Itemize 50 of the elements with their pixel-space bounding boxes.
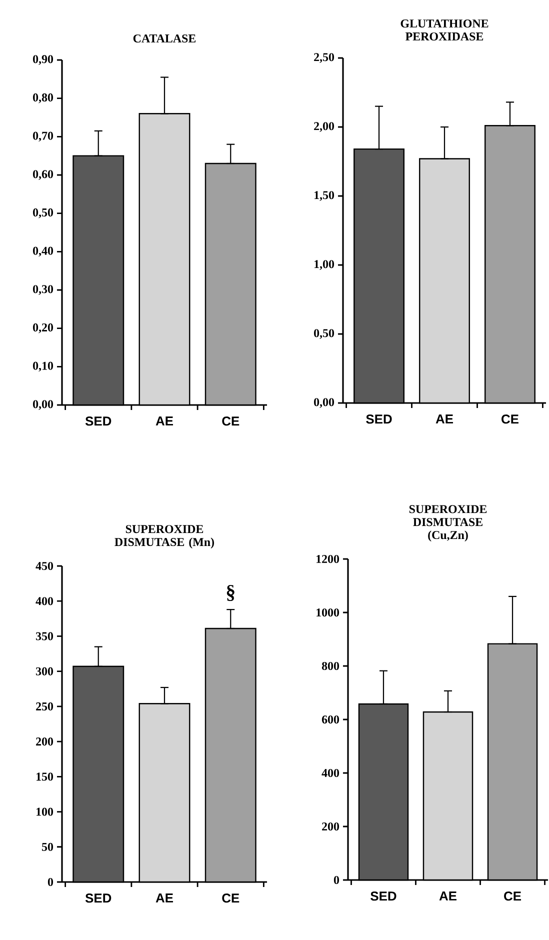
y-tick-label: 250 (36, 702, 54, 710)
x-tick-label: SED (85, 416, 112, 426)
chart-title: GLUTATHIONE PEROXIDASE (400, 20, 488, 40)
x-tick-label: CE (502, 414, 518, 424)
x-tick-label: SED (366, 414, 392, 424)
y-tick-label: 0,70 (33, 132, 54, 142)
y-tick-label: 400 (322, 768, 340, 778)
y-tick-label: 300 (36, 667, 54, 676)
y-tick-label: 1,50 (314, 191, 334, 201)
chart-title: SUPEROXIDE DISMUTASE (Cu,Zn) (409, 505, 487, 542)
y-tick-label: 600 (322, 715, 340, 724)
y-tick-label: 200 (322, 822, 340, 831)
x-tick-label: CE (222, 894, 240, 903)
y-tick-label: 2,50 (314, 53, 334, 63)
x-tick-label: AE (439, 892, 456, 900)
x-tick-label: SED (370, 892, 396, 901)
x-tick-label: CE (504, 892, 522, 901)
y-tick-label: 0,30 (33, 285, 54, 295)
y-tick-label: 200 (36, 738, 54, 746)
x-tick-label: SED (85, 894, 112, 903)
chart-title: SUPEROXIDE DISMUTASE (Mn) (114, 525, 214, 548)
y-tick-label: 0,50 (33, 208, 54, 218)
y-tick-label: 0,10 (33, 362, 54, 372)
x-tick-label: AE (156, 416, 173, 426)
y-tick-label: 350 (36, 632, 54, 640)
y-tick-label: 1200 (316, 554, 340, 564)
y-tick-label: 0,40 (33, 246, 54, 257)
y-tick-label: 100 (36, 808, 54, 816)
y-tick-label: 450 (36, 562, 54, 570)
x-tick-label: CE (222, 416, 240, 426)
y-tick-label: 0,80 (33, 93, 54, 104)
y-tick-label: 0,20 (33, 323, 54, 334)
annotation: § (226, 584, 234, 601)
x-tick-label: AE (436, 414, 453, 424)
y-tick-label: 1,00 (314, 260, 334, 270)
y-tick-label: 0,50 (314, 329, 334, 339)
y-tick-label: 50 (42, 842, 54, 851)
x-tick-label: AE (156, 894, 173, 902)
y-tick-label: 150 (36, 772, 54, 781)
y-tick-label: 0,00 (314, 398, 334, 408)
y-tick-label: 0 (48, 878, 54, 886)
y-tick-label: 0 (334, 876, 340, 884)
chart-title: CATALASE (133, 34, 196, 42)
y-tick-label: 0,00 (33, 400, 54, 410)
y-tick-label: 0,60 (33, 170, 54, 180)
y-tick-label: 1000 (316, 608, 340, 617)
y-tick-label: 2,00 (314, 122, 334, 132)
y-tick-label: 400 (36, 597, 54, 606)
y-tick-label: 0,90 (33, 55, 54, 65)
y-tick-label: 800 (322, 662, 340, 670)
